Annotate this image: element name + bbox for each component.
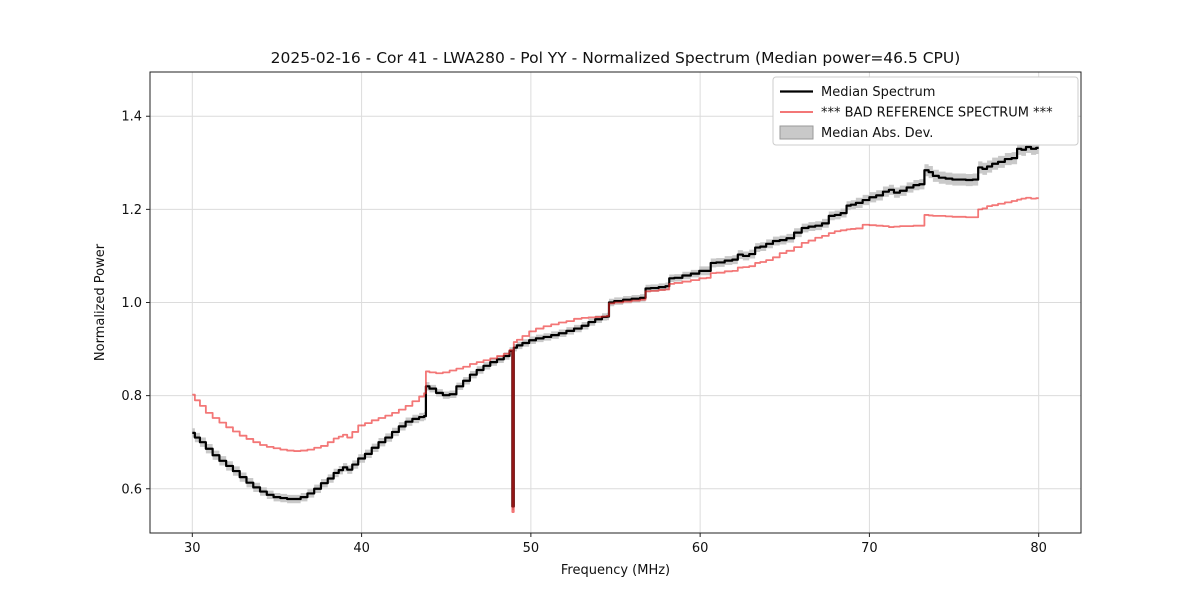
bad-reference-spectrum-line: [192, 196, 1039, 513]
legend: Median Spectrum *** BAD REFERENCE SPECTRU…: [772, 76, 1079, 146]
y-tick-label: 1.2: [121, 203, 142, 218]
x-tick-label: 30: [184, 541, 201, 556]
y-tick-label: 1.0: [121, 296, 142, 311]
x-tick-label: 50: [523, 541, 540, 556]
x-tick-label: 80: [1030, 541, 1047, 556]
legend-label: *** BAD REFERENCE SPECTRUM ***: [821, 106, 1053, 121]
y-axis-label: Normalized Power: [93, 243, 108, 361]
legend-entry-median-abs-dev: Median Abs. Dev.: [779, 125, 933, 141]
x-axis-label: Frequency (MHz): [561, 563, 670, 578]
median-abs-dev-band: [192, 140, 1039, 511]
legend-label: Median Spectrum: [821, 85, 935, 100]
x-tick-label: 60: [692, 541, 709, 556]
median-abs-dev-band-area: [192, 140, 1039, 511]
median-abs-dev-legend-swatch: [779, 125, 814, 140]
legend-box: [772, 76, 1079, 146]
x-tick-label: 70: [861, 541, 878, 556]
x-tick-label: 40: [353, 541, 370, 556]
axis-ticks: 30 40 50 60 70 80 0.6 0.8 1.0 1.2 1.4: [121, 110, 1047, 556]
y-tick-label: 0.8: [121, 389, 142, 404]
y-tick-label: 0.6: [121, 482, 142, 497]
chart-title: 2025-02-16 - Cor 41 - LWA280 - Pol YY - …: [271, 49, 961, 67]
spectrum-series: [192, 145, 1039, 513]
legend-entry-median-spectrum: Median Spectrum: [780, 85, 935, 100]
y-tick-label: 1.4: [121, 110, 142, 125]
legend-entry-bad-reference-spectrum: *** BAD REFERENCE SPECTRUM ***: [780, 106, 1053, 121]
legend-label: Median Abs. Dev.: [821, 126, 933, 141]
